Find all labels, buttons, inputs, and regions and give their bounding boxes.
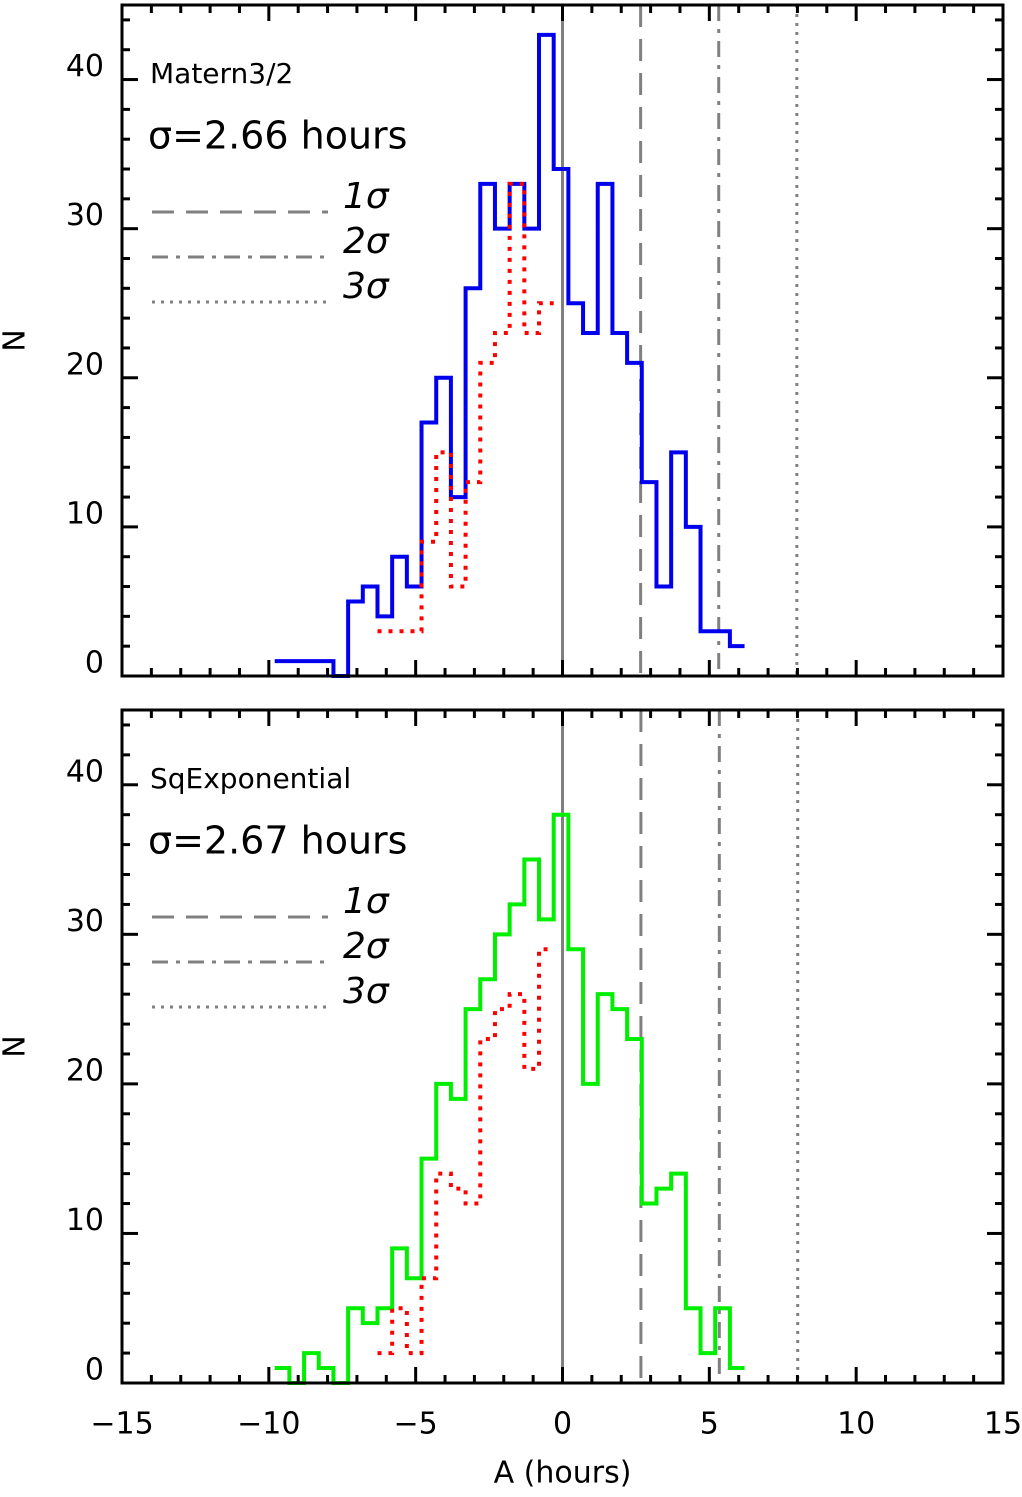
y-tick-label: 10 xyxy=(66,1203,104,1238)
y-tick-label: 0 xyxy=(85,646,104,681)
annotation: SqExponential xyxy=(150,762,351,795)
sigma-annotation: σ=2.66 hours xyxy=(148,114,407,158)
x-tick-label: 0 xyxy=(553,1407,572,1442)
annotation: Matern3/2 xyxy=(150,57,293,90)
x-axis-label: A (hours) xyxy=(494,1456,632,1491)
y-tick-label: 0 xyxy=(85,1353,104,1388)
x-tick-label: 5 xyxy=(700,1407,719,1442)
y-tick-label: 20 xyxy=(66,347,104,382)
x-tick-label: 15 xyxy=(984,1407,1022,1442)
histogram-line xyxy=(274,812,745,1385)
y-tick-label: 30 xyxy=(66,198,104,233)
legend-label: 3σ xyxy=(343,266,390,307)
y-tick-label: 40 xyxy=(66,754,104,789)
histogram-line xyxy=(377,947,554,1356)
legend-label: 3σ xyxy=(343,971,390,1012)
x-tick-label: −5 xyxy=(394,1407,438,1442)
y-axis-label: N xyxy=(0,1035,33,1057)
x-tick-label: −15 xyxy=(90,1407,153,1442)
sigma-annotation: σ=2.67 hours xyxy=(148,819,407,863)
y-tick-label: 10 xyxy=(66,496,104,531)
y-tick-label: 20 xyxy=(66,1053,104,1088)
legend-label: 2σ xyxy=(343,926,390,967)
y-tick-label: 30 xyxy=(66,904,104,939)
x-tick-label: 10 xyxy=(837,1407,875,1442)
histogram-line xyxy=(274,32,745,678)
legend-label: 1σ xyxy=(343,881,390,922)
y-axis-label: N xyxy=(0,329,33,351)
y-tick-label: 40 xyxy=(66,49,104,84)
legend-label: 2σ xyxy=(343,221,390,262)
legend-label: 1σ xyxy=(343,176,390,217)
histogram-line xyxy=(377,181,554,634)
x-tick-label: −10 xyxy=(237,1407,300,1442)
